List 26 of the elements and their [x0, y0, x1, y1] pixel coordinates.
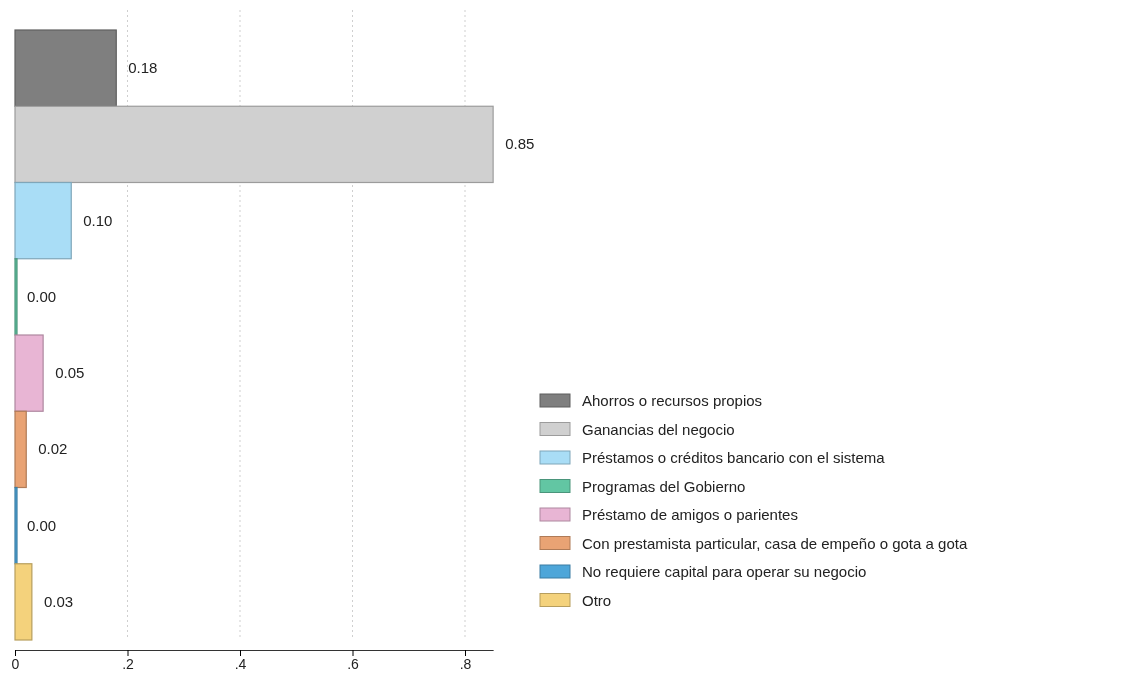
data-label: 0.18: [128, 59, 158, 77]
data-label: 0.05: [55, 364, 85, 382]
data-label: 0.03: [43, 592, 74, 610]
bar: [14, 563, 33, 641]
bar: [14, 29, 117, 107]
x-tick-label: .2: [122, 655, 135, 672]
legend-label: No requiere capital para operar su negocio: [582, 563, 867, 580]
x-tick-label: .8: [459, 655, 472, 672]
legend-label: Programas del Gobierno: [582, 477, 746, 495]
data-label: 0.00: [27, 516, 57, 534]
legend-label: Ganancias del negocio: [582, 420, 735, 438]
data-label: 0.02: [38, 440, 68, 458]
data-label: 0.85: [505, 135, 535, 153]
x-tick-label: .6: [347, 655, 360, 672]
x-tick-label: 0: [11, 655, 20, 672]
legend-label: Ahorros o recursos propios: [582, 392, 763, 409]
x-tick-label: .4: [234, 655, 247, 672]
legend-label: Con prestamista particular, casa de empeño o gota a gota: [582, 534, 968, 552]
data-label: 0.00: [27, 287, 57, 305]
legend-label: Otro: [582, 591, 612, 609]
bar: [14, 410, 27, 489]
legend-label: Préstamos o créditos bancario con el sistema: [582, 449, 886, 466]
data-label: 0.10: [83, 211, 113, 229]
bar: [14, 334, 44, 412]
legend-label: Préstamo de amigos o parientes: [582, 506, 798, 523]
bar: [14, 181, 72, 260]
